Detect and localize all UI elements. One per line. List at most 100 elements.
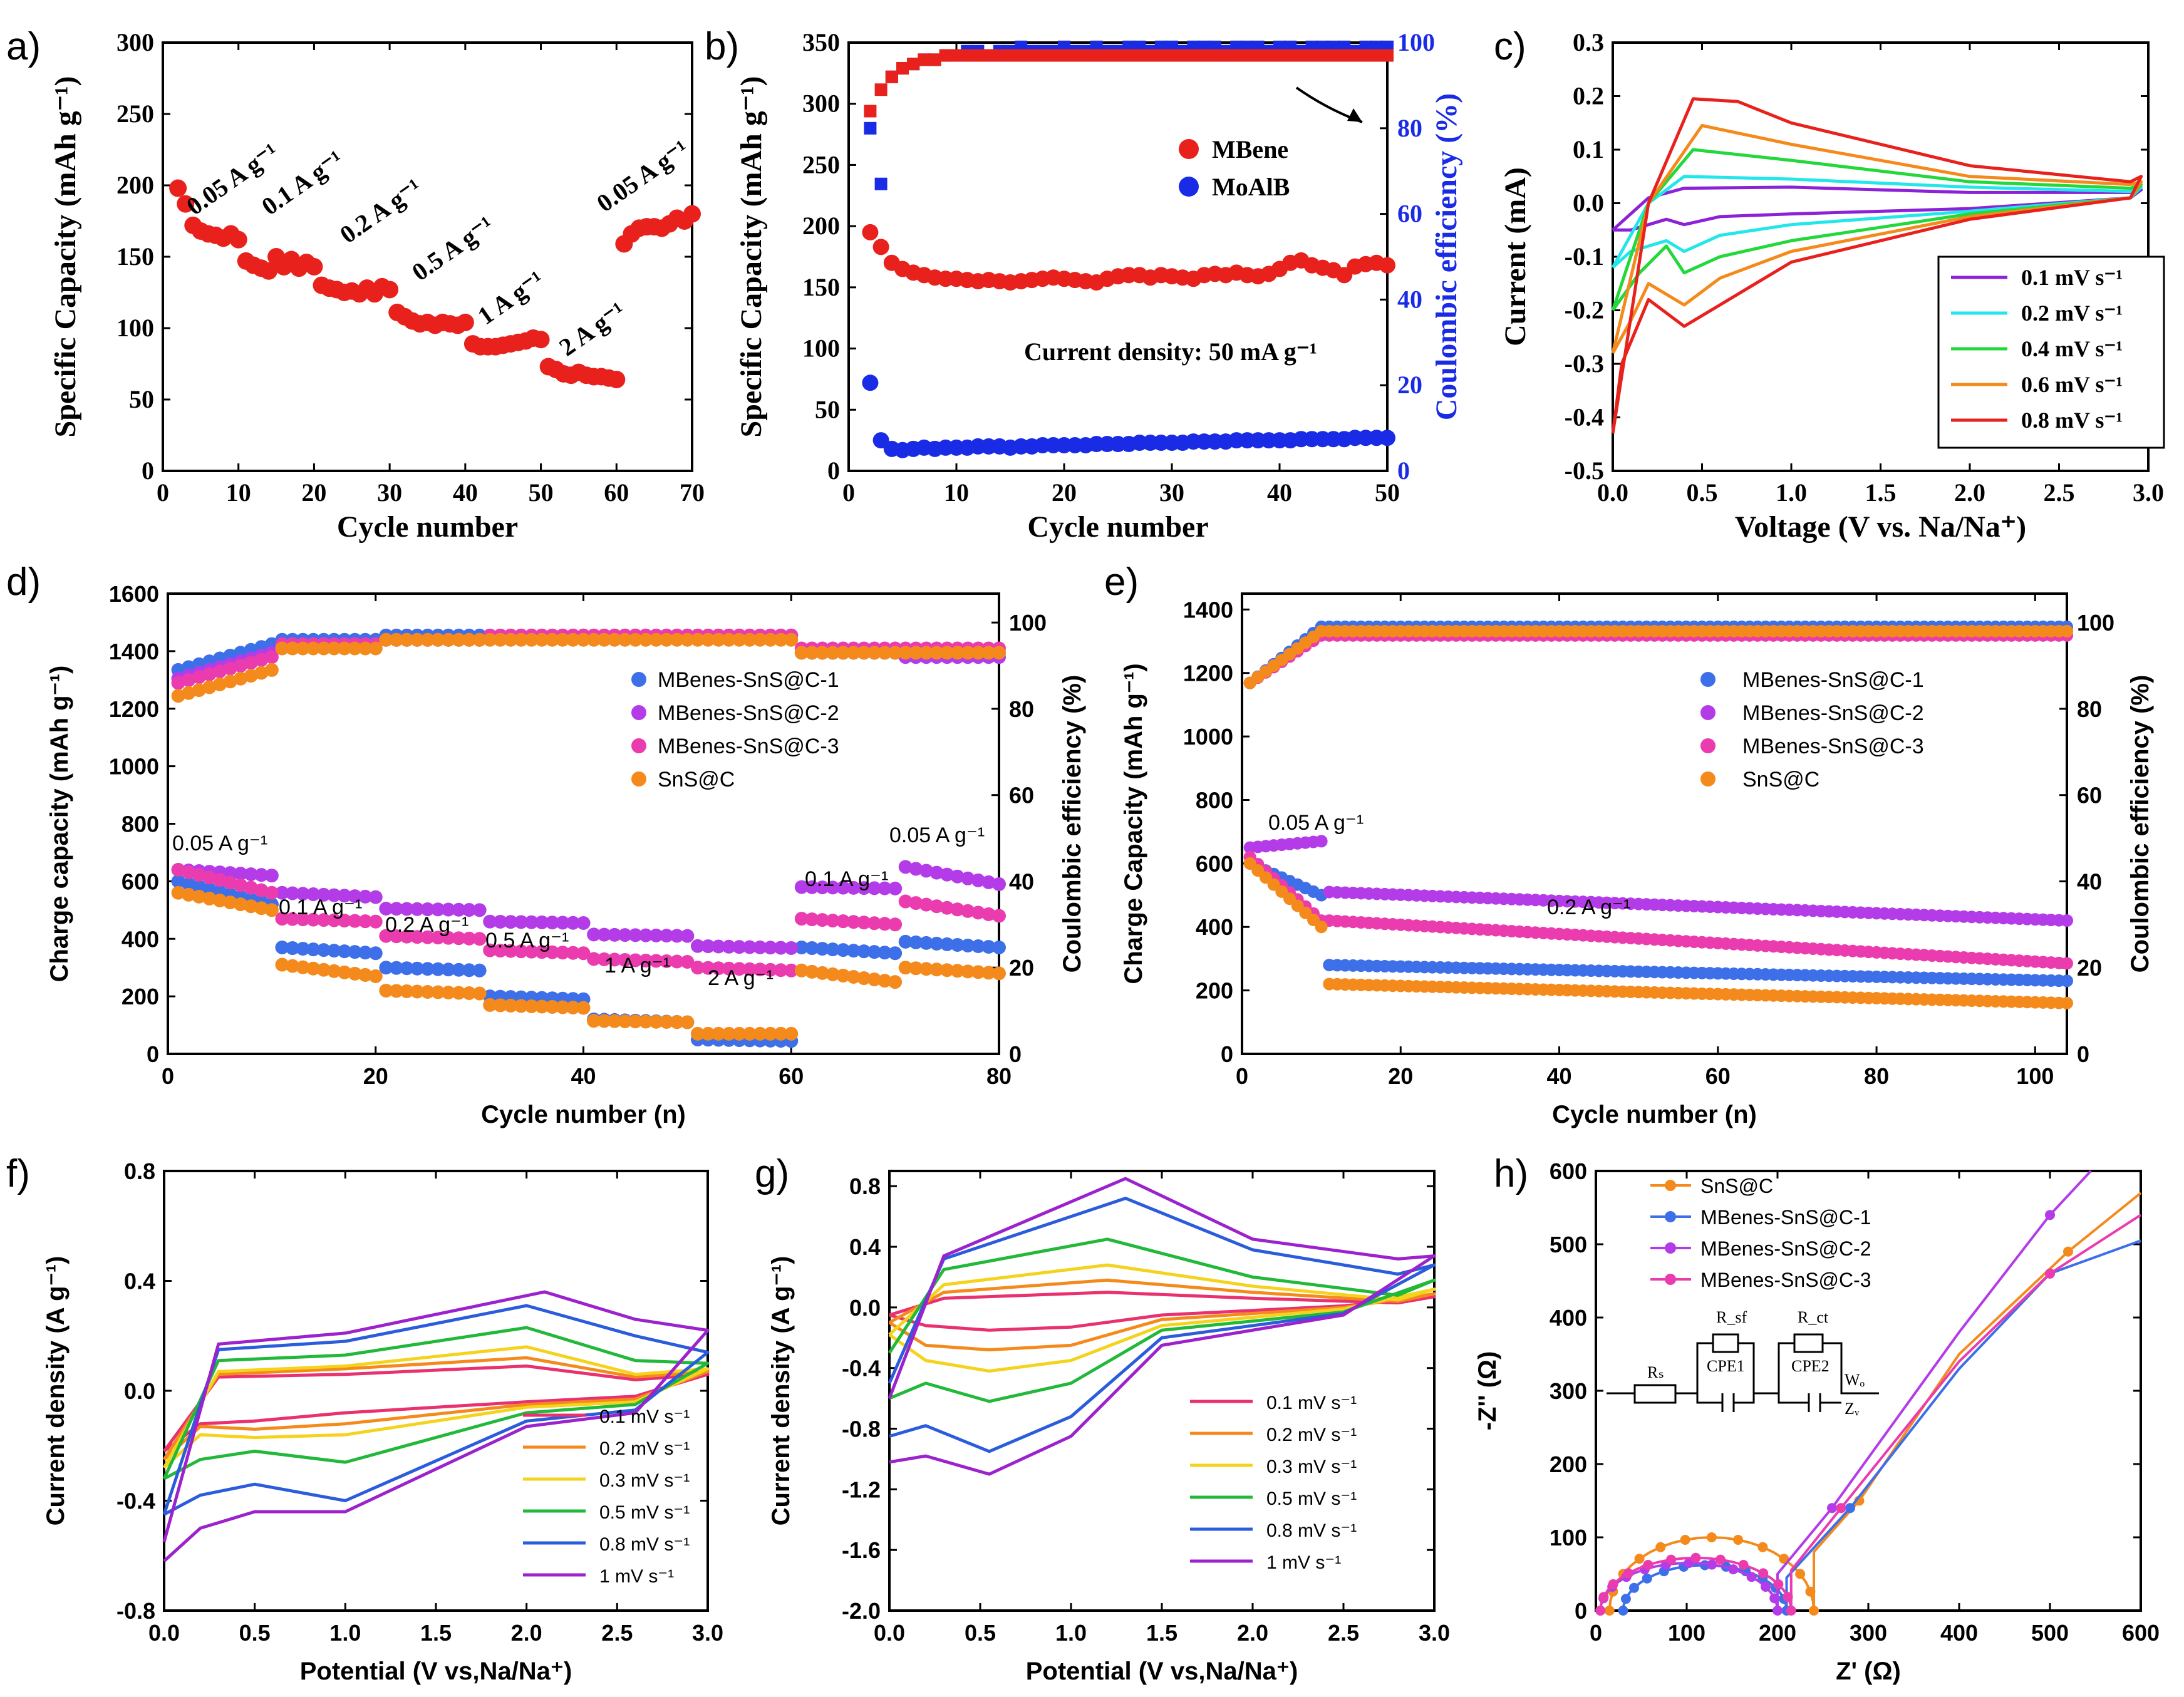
data-point [1680,1534,1690,1545]
y2-tick-label: 100 [1009,610,1047,636]
rate-label: 0.2 A g⁻¹ [1547,895,1630,919]
y2-tick-label: 0 [1397,456,1410,485]
data-point [794,941,809,955]
data-point [836,943,851,957]
data-point [732,962,747,976]
panel-label: a) [6,25,41,68]
circuit-label: R_ct [1798,1308,1829,1326]
data-point [389,984,403,998]
ce-point [836,646,851,660]
y2-tick-label: 40 [2077,869,2102,894]
y-axis-title: Charge Capacity (mAh g⁻¹) [1120,663,1147,984]
data-point [358,967,373,982]
data-point [971,939,985,953]
data-point [815,880,830,895]
ce-point [1316,49,1329,62]
ce-point [867,646,881,660]
ce-point [961,646,975,660]
data-point [410,984,425,999]
x-tick-label: 80 [1864,1063,1889,1089]
y-tick-label: 100 [802,334,840,363]
chart-panel-a: a) 0 10 20 30 40 50 60 70 0 50 100 150 200 250 300 Cycle… [6,25,705,544]
ce-point [961,49,974,62]
data-point [680,1015,695,1029]
data-point [306,887,321,902]
data-point [420,930,435,944]
legend-marker [1700,771,1716,787]
x-tick-label: 2.5 [601,1620,633,1646]
data-point [275,957,289,972]
ce-point [1359,49,1372,62]
data-point [888,946,903,961]
ce-point [244,656,258,670]
data-point [556,946,570,960]
ce-point [1122,49,1136,62]
ce-point [1338,49,1351,62]
ce-point [587,632,601,647]
data-point [1715,1554,1726,1565]
data-point [368,946,383,961]
x-axis-title: Cycle number (n) [481,1101,686,1128]
data-point [929,899,944,914]
y-tick-label: 0.8 [849,1173,881,1199]
plot-frame [1241,592,2068,1055]
ce-point [1133,49,1146,62]
data-point [649,954,663,968]
data-point [169,179,187,197]
data-point [862,224,879,240]
data-point [348,889,362,904]
data-point [431,985,445,999]
ce-point [192,683,206,698]
data-point [628,928,643,942]
y-tick-label: 0.0 [124,1378,155,1404]
data-point [306,961,321,976]
x-tick-label: 10 [226,478,251,507]
ce-point [742,632,757,647]
data-point [296,960,310,974]
data-point [431,962,445,976]
circuit-label: R_sf [1716,1308,1747,1326]
data-point [950,964,965,978]
data-point [992,966,1006,981]
ce-point [1058,49,1070,62]
ce-point [234,659,248,673]
data-point [712,961,726,976]
data-point [493,944,507,958]
data-point [815,966,830,980]
data-point [867,945,881,959]
y-tick-label: -0.2 [1565,296,1604,324]
plot-frame [888,1170,1436,1612]
data-point [182,877,196,891]
data-point [296,912,310,927]
data-point [1795,1569,1806,1579]
y2-tick-label: 20 [1009,955,1034,981]
y-axis-title: Current density (A g⁻¹) [767,1256,795,1526]
data-point [836,968,851,983]
ce-point [202,680,217,694]
x-tick-label: 80 [986,1063,1012,1089]
x-axis-title: Potential (V vs,Na/Na⁺) [300,1658,572,1685]
data-point [961,871,975,885]
data-point [846,969,861,984]
data-point [337,914,351,928]
ce-point [1166,49,1178,62]
ce-point [1187,49,1200,62]
data-point [587,1014,601,1028]
data-point [981,940,996,954]
data-point [400,902,414,916]
data-point [358,889,373,904]
data-point [888,917,903,932]
data-point [961,938,975,952]
legend-marker [1665,1242,1676,1254]
ce-point [981,646,996,660]
y-tick-label: 1400 [109,639,159,664]
data-point [971,965,985,979]
data-point [774,941,788,955]
x-axis-title: Voltage (V vs. Na/Na⁺) [1735,510,2026,544]
data-point [316,913,331,927]
ce-point [971,49,985,62]
rate-label: 0.1 A g⁻¹ [279,895,362,919]
x-tick-label: 2.5 [1328,1620,1359,1646]
data-point [597,1014,611,1028]
data-point [1315,921,1328,934]
